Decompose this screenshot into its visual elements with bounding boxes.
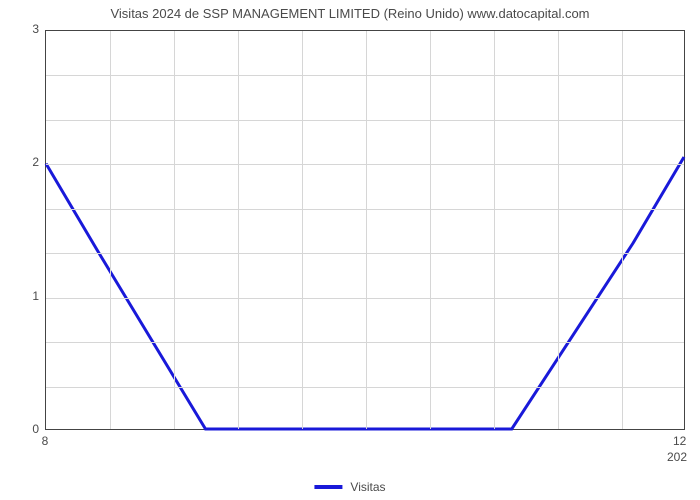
grid-vertical (174, 31, 175, 429)
grid-vertical (110, 31, 111, 429)
grid-vertical (494, 31, 495, 429)
grid-horizontal (46, 164, 684, 165)
grid-horizontal (46, 342, 684, 343)
chart-title: Visitas 2024 de SSP MANAGEMENT LIMITED (… (110, 6, 589, 21)
grid-horizontal (46, 387, 684, 388)
legend: Visitas (314, 480, 385, 494)
chart-container: Visitas 2024 de SSP MANAGEMENT LIMITED (… (0, 0, 700, 500)
x-tick-left: 8 (42, 434, 49, 448)
legend-swatch (314, 485, 342, 489)
legend-label: Visitas (350, 480, 385, 494)
grid-horizontal (46, 253, 684, 254)
grid-horizontal (46, 209, 684, 210)
grid-vertical (302, 31, 303, 429)
grid-vertical (366, 31, 367, 429)
y-tick-label: 2 (9, 155, 39, 169)
y-tick-label: 3 (9, 22, 39, 36)
line-series (46, 31, 684, 429)
grid-vertical (558, 31, 559, 429)
grid-horizontal (46, 75, 684, 76)
grid-horizontal (46, 298, 684, 299)
grid-vertical (238, 31, 239, 429)
x-tick-right: 12 (673, 434, 686, 448)
y-tick-label: 1 (9, 289, 39, 303)
grid-horizontal (46, 120, 684, 121)
y-tick-label: 0 (9, 422, 39, 436)
grid-vertical (430, 31, 431, 429)
plot-area (45, 30, 685, 430)
x-tick-right-2: 202 (667, 450, 687, 464)
grid-vertical (622, 31, 623, 429)
